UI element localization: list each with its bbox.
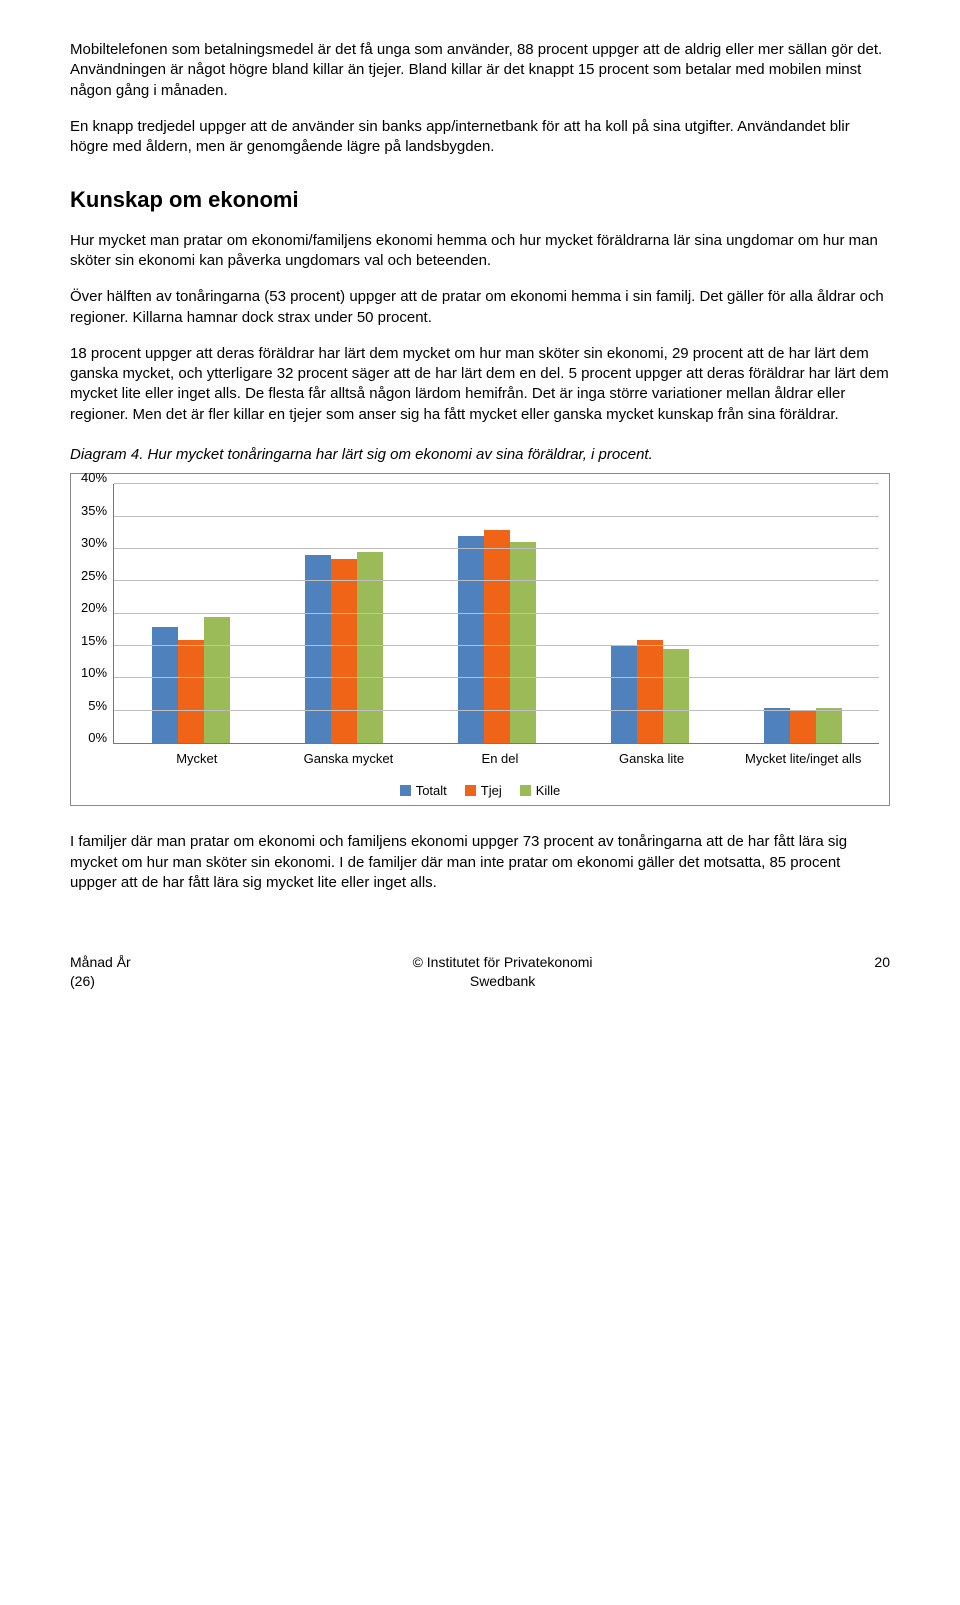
footer-center-line2: Swedbank bbox=[470, 973, 535, 989]
chart-bar-group bbox=[114, 484, 267, 743]
paragraph-5: 18 procent uppger att deras föräldrar ha… bbox=[70, 344, 890, 425]
footer-left-line1: Månad År bbox=[70, 954, 131, 970]
page-footer: Månad År (26) © Institutet för Privateko… bbox=[70, 953, 890, 991]
chart-container: 40%35%30%25%20%15%10%5%0% MycketGanska m… bbox=[70, 473, 890, 806]
chart-bar-group bbox=[573, 484, 726, 743]
chart-bar bbox=[152, 627, 178, 744]
chart-bar bbox=[178, 640, 204, 744]
chart-legend-item: Kille bbox=[520, 782, 561, 800]
legend-swatch-icon bbox=[400, 785, 411, 796]
chart-bar bbox=[484, 530, 510, 744]
chart-bar bbox=[611, 646, 637, 743]
footer-center: © Institutet för Privatekonomi Swedbank bbox=[413, 953, 593, 991]
footer-left: Månad År (26) bbox=[70, 953, 131, 991]
chart-bar bbox=[331, 559, 357, 744]
chart-y-axis: 40%35%30%25%20%15%10%5%0% bbox=[81, 484, 113, 744]
legend-label: Tjej bbox=[481, 782, 502, 800]
footer-center-line1: © Institutet för Privatekonomi bbox=[413, 954, 593, 970]
chart-x-label: En del bbox=[424, 744, 576, 768]
chart-x-labels: MycketGanska mycketEn delGanska liteMyck… bbox=[121, 744, 879, 768]
chart-bar bbox=[357, 552, 383, 743]
chart-bar bbox=[458, 536, 484, 743]
chart-x-label: Ganska mycket bbox=[273, 744, 425, 768]
legend-swatch-icon bbox=[520, 785, 531, 796]
footer-left-line2: (26) bbox=[70, 973, 95, 989]
chart-bar bbox=[764, 708, 790, 744]
chart-plot bbox=[113, 484, 879, 744]
chart-bar bbox=[637, 640, 663, 744]
chart-bar-group bbox=[267, 484, 420, 743]
diagram-title: Diagram 4. Hur mycket tonåringarna har l… bbox=[70, 445, 890, 465]
section-heading: Kunskap om ekonomi bbox=[70, 185, 890, 215]
paragraph-4: Över hälften av tonåringarna (53 procent… bbox=[70, 287, 890, 328]
chart-bar bbox=[305, 555, 331, 743]
paragraph-6: I familjer där man pratar om ekonomi och… bbox=[70, 832, 890, 893]
chart-bar bbox=[204, 617, 230, 743]
chart-bar bbox=[790, 711, 816, 743]
legend-label: Totalt bbox=[416, 782, 447, 800]
chart-bar bbox=[663, 649, 689, 743]
chart-legend-item: Tjej bbox=[465, 782, 502, 800]
chart-legend-item: Totalt bbox=[400, 782, 447, 800]
chart-bar-group bbox=[420, 484, 573, 743]
chart-plot-area: 40%35%30%25%20%15%10%5%0% bbox=[81, 484, 879, 744]
legend-label: Kille bbox=[536, 782, 561, 800]
chart-legend: Totalt Tjej Kille bbox=[81, 782, 879, 800]
paragraph-2: En knapp tredjedel uppger att de använde… bbox=[70, 117, 890, 158]
footer-right: 20 bbox=[874, 953, 890, 991]
paragraph-3: Hur mycket man pratar om ekonomi/familje… bbox=[70, 231, 890, 272]
chart-bar bbox=[510, 542, 536, 743]
chart-x-label: Mycket bbox=[121, 744, 273, 768]
chart-x-label: Mycket lite/inget alls bbox=[727, 744, 879, 768]
chart-bar-group bbox=[726, 484, 879, 743]
chart-bar bbox=[816, 708, 842, 744]
chart-x-label: Ganska lite bbox=[576, 744, 728, 768]
legend-swatch-icon bbox=[465, 785, 476, 796]
paragraph-1: Mobiltelefonen som betalningsmedel är de… bbox=[70, 40, 890, 101]
